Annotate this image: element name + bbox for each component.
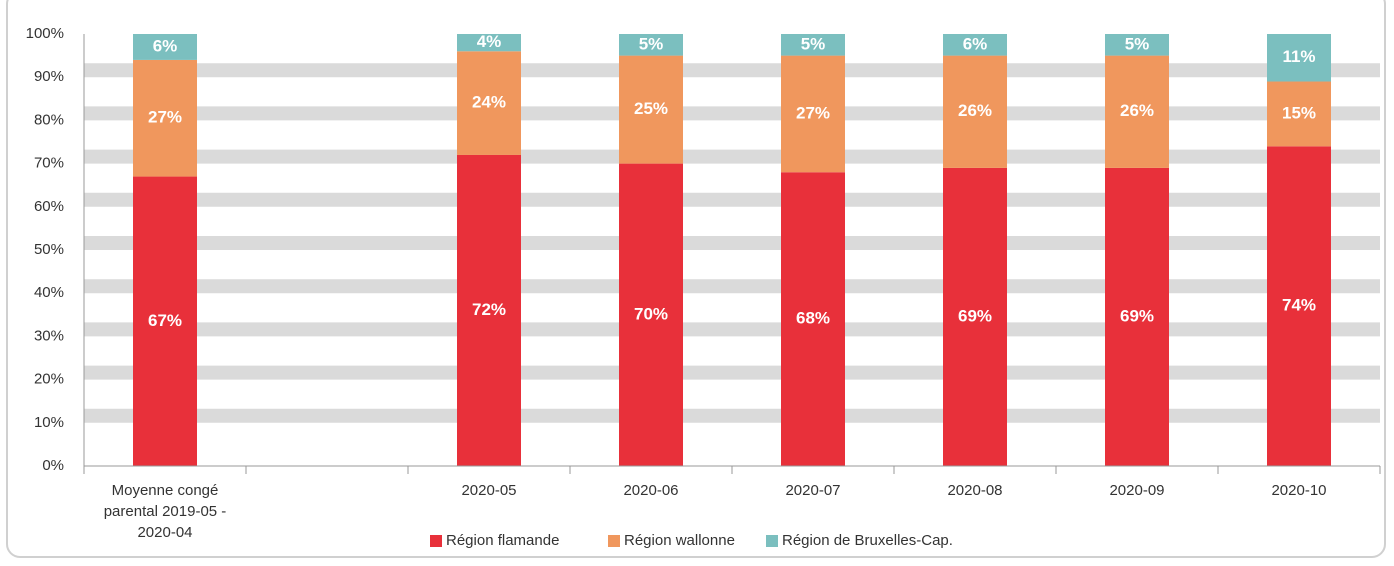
bar-segment — [781, 172, 845, 466]
data-label: 27% — [148, 108, 182, 127]
y-tick-label: 50% — [34, 241, 64, 258]
legend-label: Région wallonne — [624, 532, 735, 549]
bar-segment — [781, 34, 845, 56]
x-tick-label: 2020-08 — [947, 482, 1003, 499]
data-label: 27% — [796, 103, 830, 122]
data-label: 6% — [153, 36, 178, 55]
x-tick-label: 2020-06 — [623, 482, 679, 499]
data-label: 24% — [472, 93, 506, 112]
data-label: 72% — [472, 300, 506, 319]
bar-segment — [943, 167, 1007, 466]
y-tick-label: 20% — [34, 371, 64, 388]
bar-segment — [133, 176, 197, 466]
bar-segment — [457, 34, 521, 52]
bar-segment — [457, 154, 521, 466]
bar-segment — [619, 163, 683, 466]
y-tick-label: 10% — [34, 414, 64, 431]
bar-segment — [1105, 34, 1169, 56]
bar-segment — [781, 55, 845, 173]
y-tick-label: 80% — [34, 111, 64, 128]
legend-label: Région flamande — [446, 532, 559, 549]
data-label: 26% — [1120, 101, 1154, 120]
plot-area — [84, 34, 1380, 466]
y-tick-label: 30% — [34, 327, 64, 344]
data-label: 69% — [958, 306, 992, 325]
bar-segment — [133, 34, 197, 60]
legend-swatch — [608, 535, 620, 547]
x-tick-label: Moyenne congé parental 2019-05 - 2020-04 — [103, 482, 227, 541]
bar-segment — [133, 59, 197, 177]
legend-swatch — [766, 535, 778, 547]
data-label: 4% — [477, 32, 502, 51]
y-tick-label: 70% — [34, 155, 64, 172]
legend-label: Région de Bruxelles-Cap. — [782, 532, 953, 549]
bar-segment — [943, 55, 1007, 168]
x-tick-label: 2020-09 — [1109, 482, 1165, 499]
data-label: 5% — [801, 34, 826, 53]
data-label: 5% — [1125, 34, 1150, 53]
y-tick-label: 60% — [34, 198, 64, 215]
bar-segment — [1105, 167, 1169, 466]
data-label: 74% — [1282, 296, 1316, 315]
x-tick-label: 2020-07 — [785, 482, 841, 499]
data-label: 5% — [639, 34, 664, 53]
data-label: 68% — [796, 309, 830, 328]
data-label: 69% — [1120, 306, 1154, 325]
y-tick-label: 90% — [34, 68, 64, 85]
data-label: 11% — [1282, 47, 1315, 66]
bar-segment — [619, 55, 683, 164]
bar-segment — [1267, 34, 1331, 82]
y-tick-label: 40% — [34, 284, 64, 301]
data-label: 15% — [1282, 103, 1316, 122]
data-label: 25% — [634, 99, 668, 118]
data-label: 67% — [148, 311, 182, 330]
data-label: 6% — [963, 34, 988, 53]
frame — [6, 0, 1386, 558]
bar-segment — [1105, 55, 1169, 168]
bar-segment — [457, 51, 521, 155]
data-label: 26% — [958, 101, 992, 120]
y-tick-label: 100% — [26, 25, 64, 42]
bar-segment — [1267, 81, 1331, 147]
x-tick-label: 2020-10 — [1271, 482, 1327, 499]
x-tick-label: 2020-05 — [461, 482, 517, 499]
bar-segment — [1267, 146, 1331, 466]
bar-segment — [619, 34, 683, 56]
y-tick-label: 0% — [42, 457, 64, 474]
legend-swatch — [430, 535, 442, 547]
data-label: 70% — [634, 304, 668, 323]
bar-segment — [943, 34, 1007, 56]
